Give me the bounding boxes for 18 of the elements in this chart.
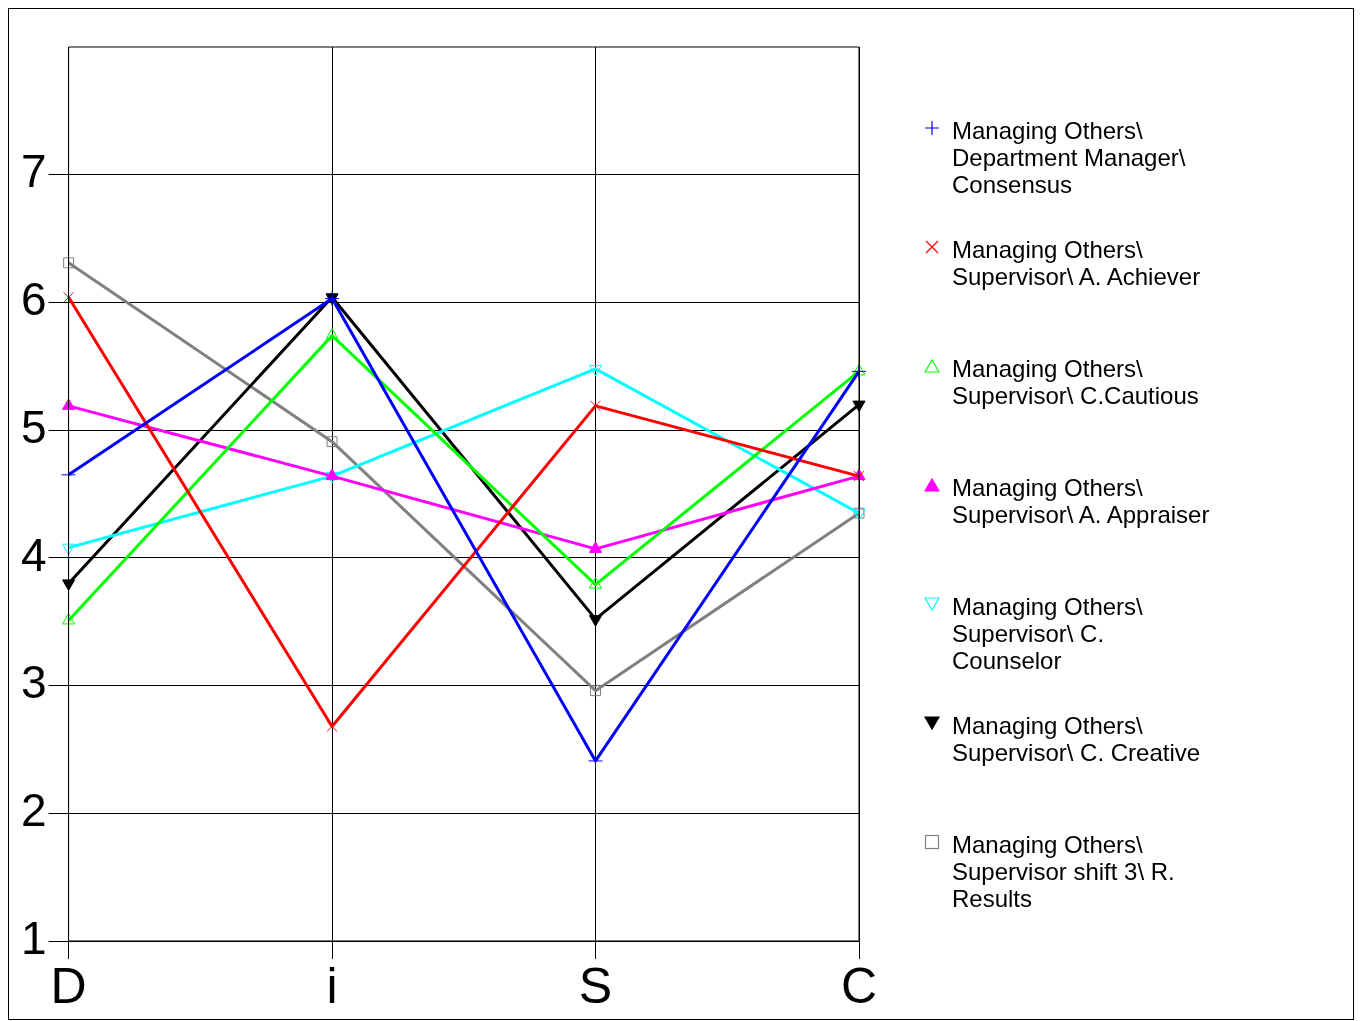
y-tick-label: 6 <box>20 273 47 326</box>
y-tick-label: 3 <box>20 656 47 709</box>
x-tick-label: D <box>50 957 87 1014</box>
x-tick-label: i <box>326 957 338 1014</box>
legend-label: Managing Others\ Supervisor shift 3\ R. Results <box>952 831 1176 912</box>
y-tick-label: 1 <box>20 911 47 964</box>
x-tick-label: S <box>578 957 613 1014</box>
legend-label: Managing Others\ Department Manager\ Consensus <box>952 117 1187 198</box>
y-tick-label: 7 <box>20 145 47 198</box>
legend-label: Managing Others\ Supervisor\ A. Appraiser <box>952 474 1211 528</box>
x-tick-label: C <box>840 957 878 1014</box>
legend-label: Managing Others\ Supervisor\ C.Cautious <box>952 355 1200 409</box>
y-tick-label: 5 <box>20 400 47 453</box>
legend-label: Managing Others\ Supervisor\ C. Creative <box>952 712 1202 766</box>
legend-label: Managing Others\ Supervisor\ C. Counselor <box>952 593 1144 674</box>
legend-label: Managing Others\ Supervisor\ A. Achiever <box>952 236 1202 290</box>
y-tick-label: 4 <box>20 528 47 581</box>
y-tick-label: 2 <box>20 783 47 836</box>
